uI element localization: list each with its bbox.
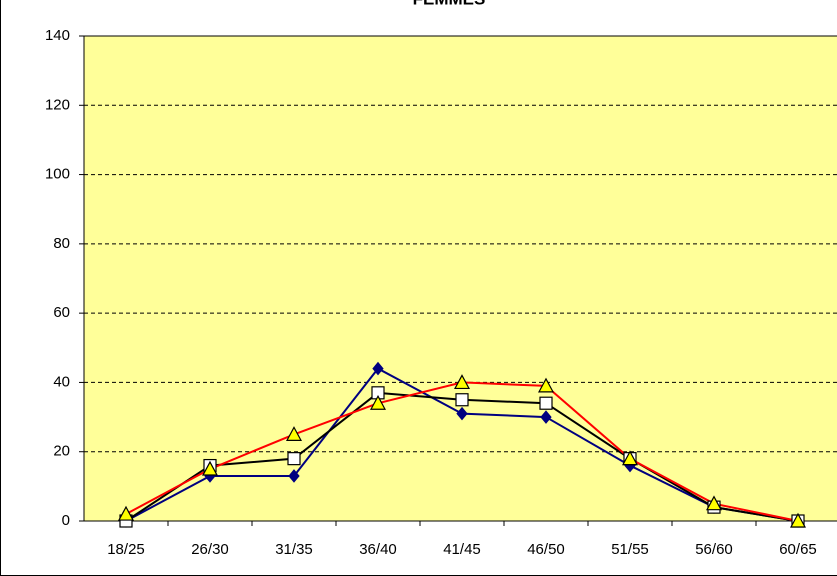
y-tick-label: 100 — [45, 166, 70, 183]
marker — [117, 505, 135, 521]
marker — [285, 426, 303, 441]
marker — [789, 512, 807, 528]
y-tick-label: 20 — [53, 443, 70, 460]
chart-title: FEMMES — [413, 0, 486, 8]
x-tick-label: 26/30 — [191, 541, 229, 558]
marker — [201, 460, 219, 476]
marker — [540, 410, 552, 424]
marker — [539, 396, 553, 410]
y-tick-label: 80 — [53, 235, 70, 252]
x-tick-label: 60/65 — [779, 541, 817, 558]
x-tick-label: 31/35 — [275, 541, 313, 558]
marker — [537, 377, 555, 393]
y-tick-label: 40 — [53, 373, 70, 390]
x-tick-label: 41/45 — [443, 541, 481, 558]
x-tick-label: 46/50 — [527, 541, 565, 558]
marker — [621, 450, 639, 466]
marker — [288, 469, 300, 483]
marker — [372, 361, 384, 376]
x-tick-label: 18/25 — [107, 541, 145, 558]
marker — [456, 406, 468, 421]
marker — [287, 452, 301, 466]
y-tick-label: 0 — [62, 512, 70, 529]
plot-area — [83, 35, 837, 522]
marker — [369, 394, 387, 410]
marker — [453, 374, 471, 390]
marker — [455, 393, 469, 407]
y-tick-label: 140 — [45, 27, 70, 44]
x-tick-label: 51/55 — [611, 541, 649, 558]
y-tick-label: 60 — [53, 304, 70, 321]
x-tick-label: 56/60 — [695, 541, 733, 558]
marker — [705, 495, 723, 511]
x-tick-label: 36/40 — [359, 541, 397, 558]
y-tick-label: 120 — [45, 96, 70, 113]
